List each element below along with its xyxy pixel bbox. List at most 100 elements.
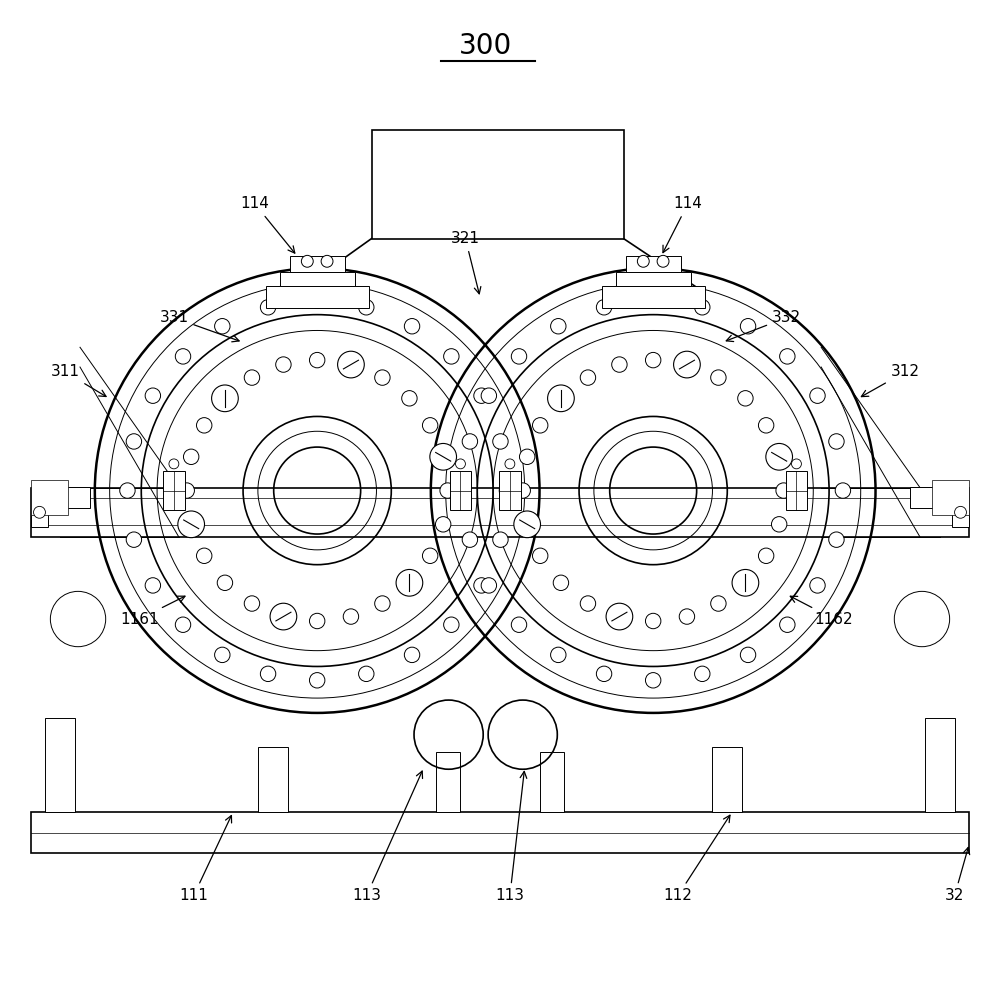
Circle shape xyxy=(120,483,135,498)
Bar xyxy=(290,257,345,273)
Circle shape xyxy=(430,443,457,470)
Circle shape xyxy=(955,506,966,518)
Bar xyxy=(786,471,807,510)
Bar xyxy=(626,257,681,273)
Bar xyxy=(163,471,185,510)
Circle shape xyxy=(375,596,390,611)
Circle shape xyxy=(359,666,374,682)
Text: 1161: 1161 xyxy=(120,597,185,626)
Circle shape xyxy=(270,604,297,630)
Circle shape xyxy=(197,417,212,433)
Circle shape xyxy=(343,608,359,624)
Circle shape xyxy=(215,647,230,663)
Text: 113: 113 xyxy=(495,771,527,903)
Circle shape xyxy=(738,390,753,406)
Circle shape xyxy=(499,483,515,498)
Circle shape xyxy=(695,666,710,682)
Circle shape xyxy=(637,256,649,268)
Circle shape xyxy=(481,388,497,403)
Circle shape xyxy=(758,417,774,433)
Circle shape xyxy=(493,532,508,547)
Circle shape xyxy=(596,299,612,315)
Circle shape xyxy=(145,388,161,403)
Circle shape xyxy=(260,666,276,682)
Text: 32: 32 xyxy=(945,847,970,903)
Bar xyxy=(932,480,969,515)
Text: 321: 321 xyxy=(451,231,481,293)
Circle shape xyxy=(711,596,726,611)
Circle shape xyxy=(679,608,695,624)
Circle shape xyxy=(553,575,569,591)
Circle shape xyxy=(519,449,535,465)
Circle shape xyxy=(212,385,238,411)
Circle shape xyxy=(217,575,233,591)
Circle shape xyxy=(514,511,541,538)
Circle shape xyxy=(596,666,612,682)
Circle shape xyxy=(309,293,325,308)
Circle shape xyxy=(260,299,276,315)
Text: 1162: 1162 xyxy=(790,597,853,626)
Circle shape xyxy=(34,506,45,518)
Circle shape xyxy=(711,370,726,385)
Circle shape xyxy=(674,351,700,378)
Bar xyxy=(45,717,75,812)
Circle shape xyxy=(580,596,596,611)
Circle shape xyxy=(456,459,465,469)
Text: 114: 114 xyxy=(240,196,295,253)
Circle shape xyxy=(396,570,423,597)
Circle shape xyxy=(444,617,459,632)
Circle shape xyxy=(422,417,438,433)
Bar xyxy=(31,812,969,853)
Circle shape xyxy=(321,256,333,268)
Bar xyxy=(31,480,68,515)
Circle shape xyxy=(179,483,194,498)
Circle shape xyxy=(244,596,260,611)
Circle shape xyxy=(301,256,313,268)
Circle shape xyxy=(758,548,774,564)
Text: 113: 113 xyxy=(352,771,423,903)
Circle shape xyxy=(780,349,795,364)
Circle shape xyxy=(580,370,596,385)
Circle shape xyxy=(810,578,825,594)
Circle shape xyxy=(402,390,417,406)
Circle shape xyxy=(740,318,756,334)
Text: 332: 332 xyxy=(726,310,801,342)
Circle shape xyxy=(244,370,260,385)
Text: 311: 311 xyxy=(51,365,106,396)
Bar xyxy=(499,471,521,510)
Bar xyxy=(910,487,969,508)
Circle shape xyxy=(462,532,478,547)
Circle shape xyxy=(548,385,574,411)
Circle shape xyxy=(474,388,489,403)
Circle shape xyxy=(309,613,325,628)
Circle shape xyxy=(462,434,478,449)
Circle shape xyxy=(810,388,825,403)
Circle shape xyxy=(126,532,142,547)
Circle shape xyxy=(740,647,756,663)
Circle shape xyxy=(771,516,787,532)
Circle shape xyxy=(792,459,801,469)
Circle shape xyxy=(126,434,142,449)
Circle shape xyxy=(404,318,420,334)
Circle shape xyxy=(505,459,515,469)
Circle shape xyxy=(435,516,451,532)
Circle shape xyxy=(422,548,438,564)
Text: 300: 300 xyxy=(459,32,512,59)
Circle shape xyxy=(515,483,530,498)
Circle shape xyxy=(474,578,489,594)
Circle shape xyxy=(145,578,161,594)
Text: 114: 114 xyxy=(663,196,702,253)
Circle shape xyxy=(551,318,566,334)
Circle shape xyxy=(511,617,527,632)
Circle shape xyxy=(183,449,199,465)
Circle shape xyxy=(829,532,844,547)
Circle shape xyxy=(695,299,710,315)
Bar xyxy=(925,717,955,812)
Circle shape xyxy=(309,673,325,688)
Bar xyxy=(31,497,48,527)
Circle shape xyxy=(645,353,661,368)
Circle shape xyxy=(511,349,527,364)
Circle shape xyxy=(175,349,191,364)
Bar xyxy=(602,286,705,308)
Circle shape xyxy=(375,370,390,385)
